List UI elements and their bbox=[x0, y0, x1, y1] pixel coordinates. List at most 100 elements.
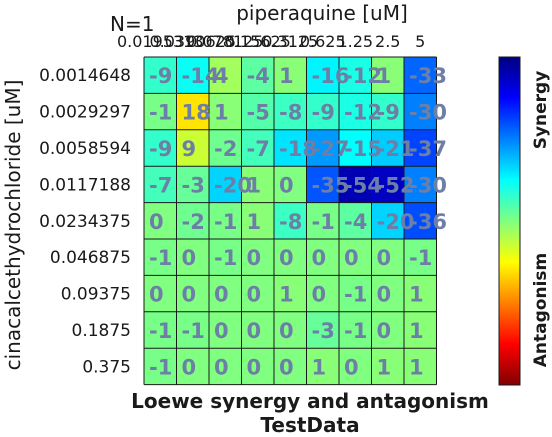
heatmap-cell bbox=[404, 239, 437, 276]
heatmap-cell bbox=[274, 239, 307, 276]
cell-value-label: -1 bbox=[409, 246, 432, 270]
heatmap-cells bbox=[144, 57, 437, 385]
cell-value-label: 1 bbox=[279, 283, 294, 307]
cell-value-label: -1 bbox=[182, 319, 205, 343]
heatmap-cell bbox=[371, 348, 404, 385]
heatmap-cell bbox=[339, 275, 372, 312]
y-tick-label: 0.375 bbox=[82, 357, 131, 377]
y-tick-label: 0.0029297 bbox=[39, 103, 131, 123]
heatmap-cell bbox=[241, 57, 274, 94]
heatmap-cell bbox=[339, 348, 372, 385]
cell-value-label: -37 bbox=[409, 137, 447, 161]
heatmap-cell bbox=[144, 93, 177, 130]
cell-value-label: 0 bbox=[344, 246, 359, 270]
heatmap-cell bbox=[306, 311, 339, 349]
heatmap-cell bbox=[209, 348, 242, 385]
x-tick-label: 0.078125 bbox=[187, 32, 263, 51]
y-tick-label: 0.09375 bbox=[61, 285, 131, 305]
heatmap-cell bbox=[274, 311, 307, 349]
heatmap-cell bbox=[404, 311, 437, 349]
heatmap-cell bbox=[209, 166, 242, 203]
cell-value-label: 1 bbox=[312, 355, 327, 379]
heatmap-cell bbox=[144, 57, 177, 94]
heatmap-cell bbox=[274, 166, 307, 203]
heatmap-cell bbox=[209, 57, 242, 94]
heatmap-cell bbox=[371, 202, 404, 239]
cell-value-label: -33 bbox=[409, 64, 447, 88]
heatmap-cell bbox=[404, 129, 437, 167]
heatmap-cell bbox=[339, 166, 372, 203]
cell-value-label: -8 bbox=[279, 101, 302, 125]
cell-value-label: -1 bbox=[312, 210, 335, 234]
chart-subtitle: TestData bbox=[260, 413, 359, 437]
cell-value-label: -36 bbox=[409, 210, 447, 234]
cell-value-label: 1 bbox=[377, 64, 392, 88]
heatmap-cell bbox=[306, 275, 339, 312]
y-tick-label: 0.0014648 bbox=[39, 66, 131, 86]
heatmap-cell bbox=[306, 239, 339, 276]
cell-value-label: -7 bbox=[149, 173, 172, 197]
y-tick-label: 0.0234375 bbox=[39, 212, 131, 232]
heatmap-cell bbox=[241, 311, 274, 349]
heatmap-cell bbox=[274, 275, 307, 312]
heatmap-cell bbox=[371, 275, 404, 312]
cell-value-label: -2 bbox=[182, 210, 205, 234]
heatmap-cell bbox=[371, 239, 404, 276]
heatmap-cell bbox=[144, 129, 177, 167]
cell-value-label: 0 bbox=[377, 319, 392, 343]
cell-value-label: -2 bbox=[214, 137, 237, 161]
cell-value-label: 0 bbox=[279, 246, 294, 270]
cell-value-label: -54 bbox=[344, 173, 382, 197]
n-annotation: N=1 bbox=[110, 12, 154, 36]
y-axis-label: cinacalcethydrochloride [uM] bbox=[1, 80, 25, 371]
colorbar-bottom-label: Antagonism bbox=[531, 253, 551, 367]
heatmap-cell bbox=[241, 93, 274, 130]
colorbar bbox=[498, 56, 521, 386]
heatmap-cell bbox=[306, 166, 339, 203]
heatmap-cell bbox=[274, 129, 307, 167]
cell-value-label: -1 bbox=[344, 319, 367, 343]
heatmap-cell bbox=[241, 275, 274, 312]
cell-value-label: -9 bbox=[312, 101, 335, 125]
cell-value-label: -3 bbox=[312, 319, 335, 343]
cell-value-label: 1 bbox=[409, 355, 424, 379]
cell-value-label: 0 bbox=[247, 246, 262, 270]
cell-value-label: -30 bbox=[409, 101, 447, 125]
heatmap-cell bbox=[339, 311, 372, 349]
heatmap-cell bbox=[176, 348, 209, 385]
cell-value-label: 1 bbox=[409, 283, 424, 307]
cell-value-label: 0 bbox=[182, 246, 197, 270]
heatmap-cell bbox=[339, 57, 372, 94]
cell-value-label: 0 bbox=[312, 283, 327, 307]
heatmap-cell bbox=[241, 166, 274, 203]
cell-value-label: -14 bbox=[182, 64, 220, 88]
cell-value-label: -7 bbox=[247, 137, 270, 161]
cell-value-label: -27 bbox=[312, 137, 350, 161]
heatmap-cell bbox=[144, 202, 177, 239]
x-tick-label: 2.5 bbox=[375, 32, 400, 51]
cell-value-label: -1 bbox=[149, 246, 172, 270]
cell-value-label: -1 bbox=[149, 355, 172, 379]
y-tick-label: 0.1875 bbox=[72, 321, 131, 341]
heatmap-cell bbox=[176, 275, 209, 312]
cell-value-label: -4 bbox=[247, 64, 270, 88]
cell-value-label: 0 bbox=[149, 283, 164, 307]
y-tick-label: 0.0117188 bbox=[39, 175, 131, 195]
x-tick-labels: 0.01953130.03906250.0781250.156250.31250… bbox=[117, 32, 425, 51]
cell-value-label: 1 bbox=[279, 64, 294, 88]
heatmap-cell bbox=[274, 57, 307, 94]
cell-value-label: -12 bbox=[344, 101, 382, 125]
heatmap-cell bbox=[176, 311, 209, 349]
cell-value-label: 18 bbox=[182, 101, 211, 125]
heatmap-cell bbox=[339, 129, 372, 167]
cell-value-label: -20 bbox=[214, 173, 252, 197]
heatmap-cell bbox=[306, 348, 339, 385]
cell-value-label: -15 bbox=[344, 137, 382, 161]
cell-value-label: 0 bbox=[214, 283, 229, 307]
heatmap-cell bbox=[176, 166, 209, 203]
cell-value-label: 0 bbox=[149, 210, 164, 234]
heatmap-cell bbox=[241, 348, 274, 385]
heatmap-cell-values: -9 -144 -4 1 -16-121 -33-1 18 1 -5 -8 -9 -12-9 -30-9… bbox=[149, 64, 447, 379]
cell-value-label: 0 bbox=[377, 283, 392, 307]
cell-value-label: 0 bbox=[214, 319, 229, 343]
